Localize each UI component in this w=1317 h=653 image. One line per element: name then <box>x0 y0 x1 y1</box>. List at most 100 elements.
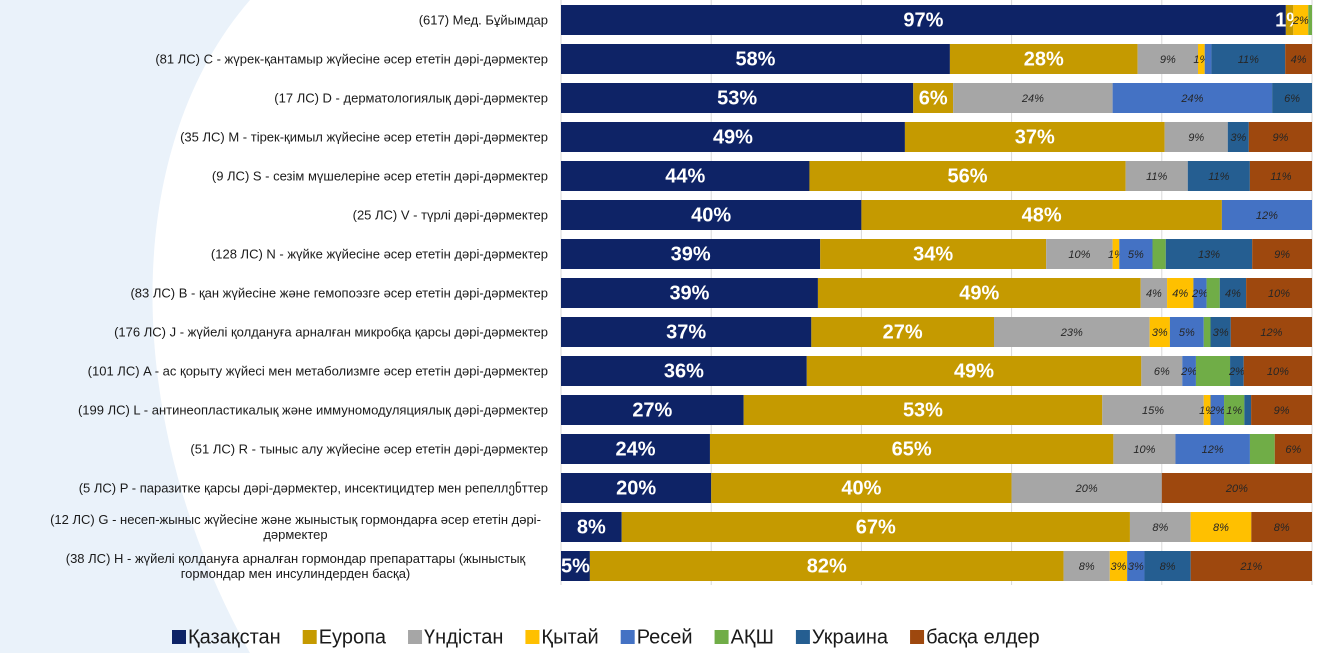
bar-segment <box>1046 239 1113 269</box>
category-text: (17 ЛС) D - дерматологиялық дәрі-дәрмект… <box>274 90 548 106</box>
bar-segment <box>1251 395 1312 425</box>
data-label: 11% <box>1238 54 1259 66</box>
category-text: (83 ЛС) B - қан жүйесіне және гемопоэзге… <box>130 285 548 301</box>
legend-swatch <box>525 630 540 644</box>
bar-segment <box>1203 317 1211 347</box>
data-label: 48% <box>1022 204 1062 226</box>
bar-segment <box>1195 356 1231 386</box>
legend-label: Украина <box>812 626 889 648</box>
bar-segment <box>1102 395 1204 425</box>
data-label: 4% <box>1172 288 1188 300</box>
bar-segment <box>1193 278 1207 308</box>
data-label: 12% <box>1202 444 1224 456</box>
data-label: 4% <box>1225 288 1241 300</box>
data-label: 3% <box>1213 327 1229 339</box>
data-label: 10% <box>1267 366 1289 378</box>
category-text: (617) Мед. Бұйымдар <box>418 12 548 28</box>
data-label: 4% <box>1146 288 1162 300</box>
bar-segment <box>1206 278 1220 308</box>
bar-segment <box>1129 512 1191 542</box>
data-label: 39% <box>669 282 709 304</box>
data-label: 8% <box>577 516 606 538</box>
bar-segment <box>1272 83 1312 113</box>
data-label: 4% <box>1291 54 1307 66</box>
bar-segment <box>1198 44 1205 74</box>
category-text: (101 ЛС) A - ас қорыту жүйесі мен метабо… <box>87 363 548 379</box>
data-label: 40% <box>841 477 881 499</box>
data-label: 1% <box>1226 405 1242 417</box>
legend-label: Қытай <box>541 626 598 648</box>
bar-segment <box>1219 278 1247 308</box>
category-text: (25 ЛС) V - түрлі дәрі-дәрмектер <box>352 207 548 223</box>
bar-segment <box>1190 512 1252 542</box>
bar-segment <box>1249 161 1312 191</box>
bar-segment <box>561 122 905 152</box>
data-label: 10% <box>1068 249 1090 261</box>
data-label: 53% <box>903 399 943 421</box>
bar-segment <box>561 512 622 542</box>
data-label: 5% <box>1128 249 1144 261</box>
category-label: (12 ЛС) G - несеп-жыныс жүйесіне және жы… <box>8 512 548 542</box>
bar-segment <box>1243 356 1312 386</box>
data-label: 2% <box>1180 366 1197 378</box>
bars: 97% 1%2%58% 28% 9% 1% 11% 4%53% 6% 24% 24% 6%49% 37… <box>561 5 1312 581</box>
data-label: 49% <box>959 282 999 304</box>
category-text: (81 ЛС) C - жүрек-қантамыр жүйесіне әсер… <box>155 51 548 67</box>
legend-label: Үндістан <box>424 626 503 648</box>
legend-label: Қазақстан <box>188 626 281 648</box>
bar-segment <box>1203 395 1211 425</box>
category-label: (38 ЛС) H - жүйелі қолдануға арналған го… <box>8 551 548 581</box>
bar-segment <box>1169 317 1204 347</box>
bar-segment <box>953 83 1113 113</box>
bar-segment <box>1152 239 1166 269</box>
data-label: 2% <box>1191 288 1208 300</box>
category-label: (51 ЛС) R - тыныс алу жүйесіне әсер етет… <box>8 442 548 457</box>
bar-segment <box>1230 356 1244 386</box>
data-label: 9% <box>1160 54 1176 66</box>
bar-segment <box>1187 161 1250 191</box>
bar-segment <box>561 356 807 386</box>
legend-swatch <box>795 630 810 644</box>
bar-segment <box>1112 239 1120 269</box>
data-label: 40% <box>691 204 731 226</box>
data-label: 8% <box>1160 561 1176 573</box>
data-label: 11% <box>1208 171 1229 183</box>
bar-segment <box>820 239 1047 269</box>
bar-segment <box>621 512 1130 542</box>
category-text: (199 ЛС) L - антинеопластикалық және имм… <box>77 402 548 418</box>
bar-segment <box>1221 200 1312 230</box>
bar-segment <box>949 44 1138 74</box>
bar-segment <box>1210 395 1225 425</box>
data-label: 82% <box>807 555 847 577</box>
data-label: 8% <box>1079 561 1095 573</box>
data-label: 27% <box>632 399 672 421</box>
legend-swatch <box>910 630 925 644</box>
data-label: 37% <box>666 321 706 343</box>
data-label: 15% <box>1142 405 1164 417</box>
category-text: (35 ЛС) M - тірек-қимыл жүйесіне әсер ет… <box>180 129 548 145</box>
bar-segment <box>1063 551 1110 581</box>
category-text: (5 ЛС) P - паразитке қарсы дәрі-дәрмекте… <box>78 480 548 496</box>
bar-segment <box>1127 551 1145 581</box>
data-label: 24% <box>615 438 655 460</box>
category-text: (128 ЛС) N - жүйке жүйесіне әсер ететін … <box>210 246 548 262</box>
legend: Қазақстан Еуропа Үндістан Қытай Ресей АҚШ Укра… <box>172 626 1040 648</box>
bar-segment <box>1167 278 1194 308</box>
data-label: 6% <box>919 87 948 109</box>
bar-segment <box>1137 44 1199 74</box>
category-label: (617) Мед. Бұйымдар <box>8 13 548 28</box>
bar-segment <box>1011 473 1162 503</box>
bar-segment <box>561 83 914 113</box>
bar-segment <box>1109 551 1128 581</box>
data-label: 58% <box>735 48 775 70</box>
data-label: 3% <box>1111 561 1127 573</box>
category-label: (9 ЛС) S - сезім мүшелеріне әсер ететін … <box>8 169 548 184</box>
bar-segment <box>1251 512 1312 542</box>
bar-segment <box>743 395 1103 425</box>
data-label: 37% <box>1015 126 1055 148</box>
data-label: 49% <box>713 126 753 148</box>
legend-label: АҚШ <box>731 626 774 648</box>
data-label: 36% <box>664 360 704 382</box>
data-label: 12% <box>1260 327 1282 339</box>
category-label: (199 ЛС) L - антинеопластикалық және имм… <box>8 403 548 418</box>
